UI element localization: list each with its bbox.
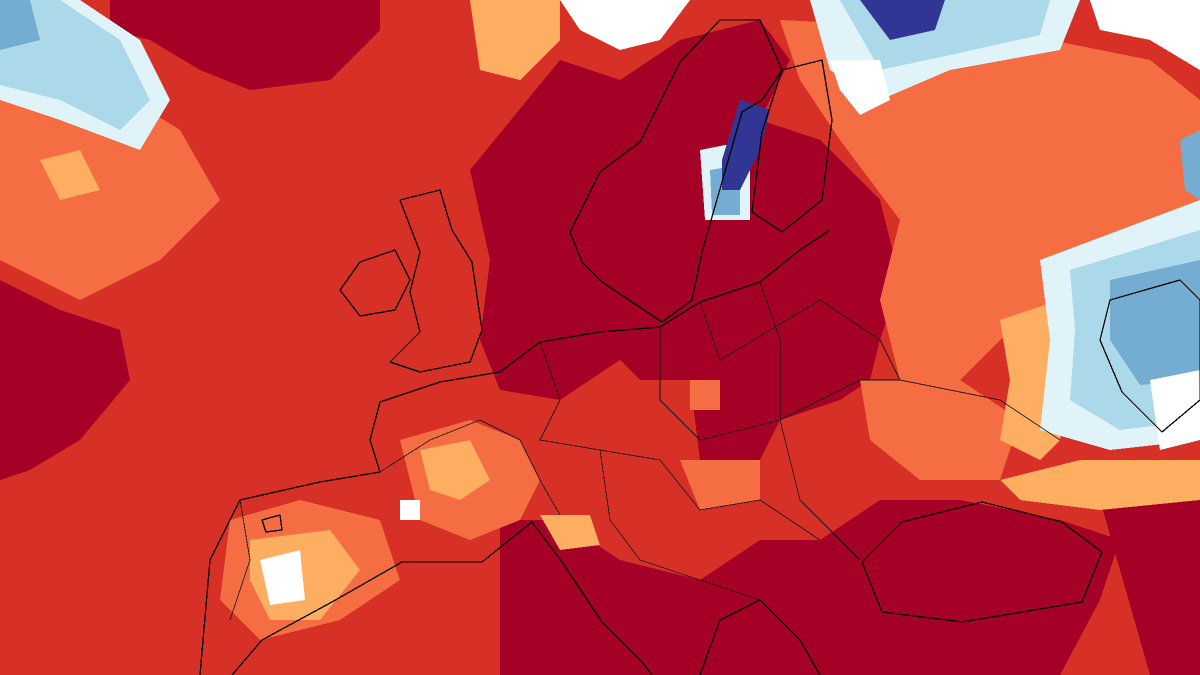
region bbox=[540, 515, 600, 550]
orange-regions bbox=[0, 20, 1200, 640]
coastline bbox=[1099, 279, 1200, 433]
region bbox=[0, 280, 130, 480]
region bbox=[690, 380, 720, 410]
region bbox=[1150, 370, 1200, 450]
region bbox=[1100, 490, 1200, 675]
coastline bbox=[389, 189, 483, 373]
border bbox=[659, 327, 900, 441]
coastline bbox=[199, 229, 831, 675]
region bbox=[560, 0, 690, 50]
region bbox=[500, 500, 1120, 675]
coastline bbox=[261, 514, 283, 533]
region bbox=[420, 440, 490, 500]
borders bbox=[229, 281, 1061, 621]
region bbox=[470, 20, 900, 460]
region bbox=[110, 0, 380, 90]
region bbox=[830, 60, 890, 115]
coastline bbox=[339, 249, 411, 317]
region bbox=[860, 0, 945, 40]
region bbox=[400, 500, 420, 520]
border bbox=[539, 341, 821, 541]
region bbox=[0, 80, 220, 300]
region bbox=[1090, 0, 1200, 70]
coastline bbox=[231, 521, 653, 675]
region bbox=[1110, 260, 1200, 385]
border bbox=[379, 419, 561, 516]
dark-blue-regions bbox=[722, 0, 945, 190]
light-orange-regions bbox=[40, 0, 1200, 620]
border bbox=[599, 449, 761, 601]
coastline bbox=[861, 501, 1103, 623]
coastline bbox=[751, 59, 833, 233]
region bbox=[0, 0, 40, 50]
border bbox=[699, 299, 1061, 441]
region bbox=[1180, 130, 1200, 200]
region bbox=[680, 460, 760, 510]
region bbox=[1000, 460, 1200, 510]
coastlines bbox=[199, 19, 1200, 675]
region bbox=[780, 20, 1200, 380]
region bbox=[860, 380, 1020, 480]
region bbox=[260, 550, 305, 605]
white-regions bbox=[260, 0, 1200, 605]
region bbox=[470, 0, 560, 80]
border bbox=[229, 499, 251, 621]
region bbox=[40, 150, 100, 200]
region bbox=[722, 100, 770, 190]
border bbox=[759, 281, 861, 561]
coastline bbox=[569, 19, 783, 323]
